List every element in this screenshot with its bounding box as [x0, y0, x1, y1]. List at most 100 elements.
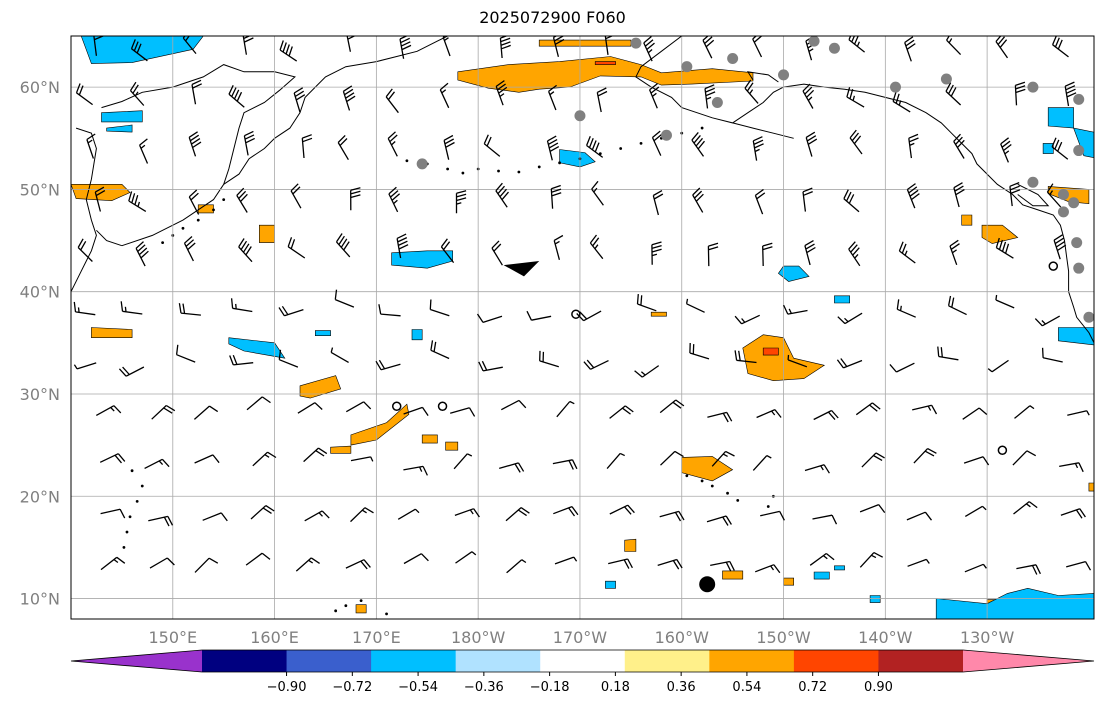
wind-barb	[896, 299, 916, 318]
wind-barb	[756, 409, 782, 419]
shaded-region-neg	[228, 337, 286, 359]
wind-barb	[478, 360, 503, 372]
wind-barb	[252, 451, 277, 467]
wind-barb	[144, 458, 170, 469]
shaded-region-pos	[650, 311, 667, 317]
wind-barb	[202, 512, 228, 522]
wind-barb	[73, 362, 97, 370]
island-dot	[446, 167, 450, 171]
wind-barb	[812, 514, 838, 525]
colorbar-segment	[878, 650, 964, 672]
wind-barb	[1067, 410, 1090, 416]
island-dot	[517, 170, 521, 174]
island-dot	[140, 484, 144, 488]
island-dot	[726, 491, 729, 495]
lon-label: 140°W	[858, 628, 913, 647]
wind-barb	[576, 310, 602, 322]
colorbar-segment	[540, 650, 626, 672]
wind-barb	[345, 401, 372, 413]
lon-label: 150°E	[148, 628, 197, 647]
wind-barb	[964, 563, 987, 573]
lat-label: 40°N	[20, 283, 60, 302]
wind-barb	[194, 454, 220, 464]
colorbar-tick-label: −0.18	[530, 680, 570, 695]
lat-label: 10°N	[20, 590, 60, 609]
colorbar-extend-low	[71, 650, 202, 672]
wind-barb	[403, 553, 429, 565]
station-marker-gray	[681, 61, 693, 73]
station-marker-gray	[630, 37, 642, 49]
wind-barb	[908, 133, 919, 159]
wind-barb	[350, 507, 374, 523]
wind-barb	[692, 187, 704, 213]
shaded-region-pos	[1088, 482, 1094, 492]
wind-barb	[483, 134, 501, 157]
wind-barb	[937, 346, 959, 361]
island-dot	[461, 171, 465, 175]
wind-barb	[495, 80, 508, 106]
wind-barb	[962, 407, 988, 420]
station-marker-gray	[1057, 206, 1069, 218]
wind-barb	[191, 79, 202, 105]
island-dot	[222, 198, 226, 202]
wind-barb	[100, 508, 126, 519]
wind-barb	[848, 241, 861, 267]
station-marker-open	[571, 309, 581, 319]
wind-barb	[949, 239, 960, 266]
wind-barb	[649, 83, 660, 109]
wind-barb	[130, 39, 148, 62]
wind-barb	[707, 242, 719, 267]
wind-barb	[859, 503, 886, 513]
wind-barb	[754, 564, 781, 574]
lon-label: 170°W	[553, 628, 608, 647]
coastline	[96, 229, 123, 247]
lon-label: 160°W	[655, 628, 710, 647]
island-dot	[125, 530, 129, 534]
station-markers	[391, 36, 1094, 593]
shaded-region-pos_strong	[762, 347, 779, 356]
shaded-region-neg	[1047, 107, 1074, 129]
latitude-labels: 60°N 50°N 40°N 30°N 20°N 10°N	[20, 78, 60, 608]
shaded-region-neg	[411, 329, 423, 341]
shaded-region-neg	[101, 110, 143, 123]
coastline	[1017, 183, 1050, 207]
wind-barb	[500, 399, 527, 411]
wind-barb	[337, 134, 349, 161]
wind-barb	[430, 340, 450, 360]
wind-barb	[843, 189, 860, 213]
wind-barb	[378, 304, 401, 317]
colorbar-extend-high	[963, 650, 1094, 672]
island-dot	[736, 498, 740, 502]
wind-barb	[691, 131, 706, 157]
wind-barb	[476, 313, 503, 324]
wind-barb	[450, 407, 476, 417]
coastline	[71, 127, 97, 292]
colorbar-outline	[70, 649, 1095, 673]
colorbar-tick-label: −0.36	[464, 680, 504, 695]
wind-barb	[350, 187, 361, 211]
shaded-region-neg	[869, 595, 881, 603]
map-title: 2025072900 F060	[479, 8, 626, 27]
shaded-region-neg	[106, 124, 133, 133]
colorbar: −0.90 −0.72 −0.54 −0.36 −0.18 0.18 0.36 0.54 0.7…	[70, 649, 1095, 695]
wind-barb	[346, 36, 356, 52]
longitude-labels: 150°E 160°E 170°E 180°W 170°W 160°W 150°W 140°W…	[148, 628, 1014, 647]
wind-barb	[964, 505, 987, 517]
colorbar-segment	[371, 650, 457, 672]
shaded-region-pos	[91, 327, 133, 339]
lat-label: 50°N	[20, 180, 60, 199]
wind-barb	[659, 510, 685, 522]
shaded-region-pos	[981, 224, 1019, 244]
wind-barbs	[73, 36, 1092, 575]
wind-barb	[995, 36, 1009, 59]
wind-barb	[848, 36, 866, 53]
wind-barb	[947, 295, 967, 316]
station-marker-gray	[1073, 93, 1085, 105]
shaded-region-neg	[559, 149, 596, 168]
shaded-region-pos_strong	[594, 61, 616, 65]
wind-barb	[304, 510, 330, 522]
wind-barb	[335, 233, 351, 258]
wind-barb	[556, 400, 575, 418]
wind-barb	[734, 350, 757, 364]
colorbar-segment	[624, 650, 710, 672]
